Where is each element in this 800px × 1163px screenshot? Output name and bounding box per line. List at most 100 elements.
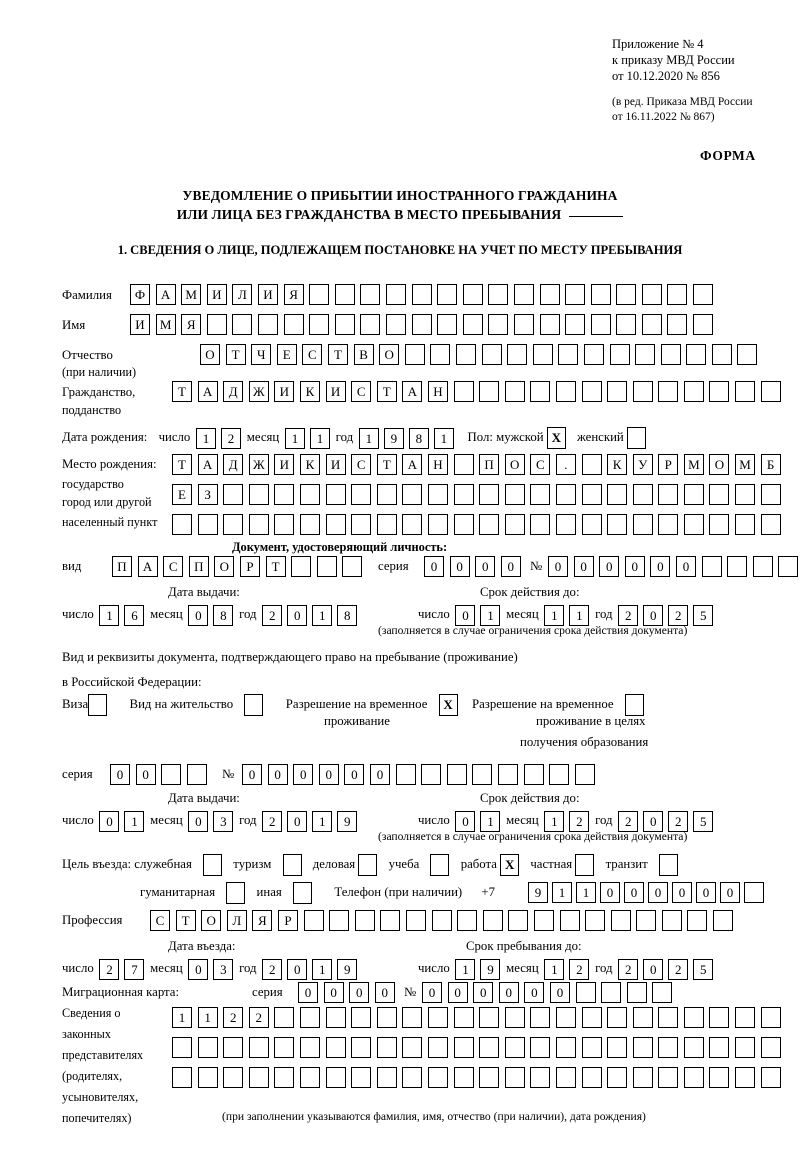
profession-cell[interactable] bbox=[457, 910, 478, 931]
name-cell[interactable]: Я bbox=[181, 314, 202, 335]
citizenship-cell[interactable]: Ж bbox=[248, 381, 269, 402]
doc-issue-day-2[interactable]: 6 bbox=[124, 604, 145, 626]
patronymic-cell[interactable]: О bbox=[200, 344, 220, 365]
patronymic-cell[interactable]: Ч bbox=[251, 344, 272, 365]
purpose-private-checkbox[interactable] bbox=[575, 854, 595, 877]
phone-cell[interactable]: 9 bbox=[528, 882, 548, 903]
legal-rep-3-cell[interactable] bbox=[735, 1067, 756, 1088]
legal-rep-2-cell[interactable] bbox=[172, 1037, 192, 1058]
legal-rep-3-cell[interactable] bbox=[376, 1067, 397, 1088]
birthplace-1-cell[interactable]: У bbox=[632, 454, 653, 475]
birthplace-3-cell[interactable] bbox=[479, 514, 500, 535]
migration-series-cell[interactable]: 0 bbox=[374, 982, 395, 1003]
surname-cell[interactable]: И bbox=[257, 284, 278, 305]
name-cell[interactable] bbox=[641, 314, 662, 335]
migration-number-cell[interactable]: 0 bbox=[447, 982, 468, 1003]
legal-rep-2-cell[interactable] bbox=[427, 1037, 448, 1058]
purpose-study-checkbox[interactable] bbox=[430, 854, 450, 877]
purpose-work-checkbox[interactable]: X bbox=[500, 854, 520, 877]
stay-issue-day-2[interactable]: 1 bbox=[124, 810, 145, 832]
birthplace-1-cell[interactable] bbox=[453, 454, 474, 475]
legal-rep-2-cell[interactable] bbox=[453, 1037, 474, 1058]
doc-type-cell[interactable]: Р bbox=[239, 556, 260, 577]
birthplace-1-cell[interactable]: . bbox=[555, 454, 576, 475]
citizenship-cell[interactable] bbox=[632, 381, 653, 402]
profession-cell[interactable] bbox=[687, 910, 708, 931]
purpose-official-checkbox[interactable] bbox=[203, 854, 223, 877]
surname-cell[interactable]: Л bbox=[232, 284, 253, 305]
birthplace-1-cell[interactable]: М bbox=[735, 454, 756, 475]
birthplace-3-cell[interactable] bbox=[607, 514, 628, 535]
surname-cell[interactable] bbox=[309, 284, 330, 305]
migration-number-cell[interactable] bbox=[652, 982, 673, 1003]
stay-number-cell[interactable] bbox=[446, 764, 467, 785]
birthplace-1-cell[interactable]: И bbox=[274, 454, 295, 475]
patronymic-cell[interactable] bbox=[635, 344, 656, 365]
citizenship-cell[interactable]: С bbox=[351, 381, 372, 402]
legal-rep-2-cell[interactable] bbox=[632, 1037, 653, 1058]
stay-valid-year-2[interactable]: 0 bbox=[643, 810, 664, 832]
doc-valid-month-1[interactable]: 1 bbox=[544, 604, 565, 626]
name-cell[interactable]: И bbox=[130, 314, 150, 335]
birthplace-3-cell[interactable] bbox=[504, 514, 525, 535]
citizenship-cell[interactable]: К bbox=[299, 381, 320, 402]
legal-rep-2-cell[interactable] bbox=[555, 1037, 576, 1058]
doc-type-cell[interactable]: Т bbox=[265, 556, 286, 577]
birthplace-2-cell[interactable] bbox=[427, 484, 448, 505]
stay-series-cell[interactable] bbox=[186, 764, 207, 785]
legal-rep-3-cell[interactable] bbox=[351, 1067, 372, 1088]
doc-valid-year-3[interactable]: 2 bbox=[668, 604, 689, 626]
doc-type-cell[interactable] bbox=[316, 556, 337, 577]
citizenship-cell[interactable] bbox=[530, 381, 551, 402]
citizenship-cell[interactable] bbox=[760, 381, 781, 402]
birthplace-2-cell[interactable] bbox=[658, 484, 679, 505]
name-cell[interactable] bbox=[539, 314, 560, 335]
stay-number-cell[interactable]: 0 bbox=[318, 764, 339, 785]
patronymic-cell[interactable] bbox=[481, 344, 502, 365]
birthplace-2-cell[interactable] bbox=[453, 484, 474, 505]
legal-rep-2-cell[interactable] bbox=[376, 1037, 397, 1058]
birth-day-1[interactable]: 1 bbox=[196, 427, 217, 449]
birthplace-2-cell[interactable] bbox=[530, 484, 551, 505]
birth-month-2[interactable]: 1 bbox=[309, 427, 330, 449]
citizenship-cell[interactable]: А bbox=[197, 381, 218, 402]
birthplace-2-cell[interactable] bbox=[760, 484, 781, 505]
name-cell[interactable] bbox=[334, 314, 355, 335]
birthplace-2-cell[interactable] bbox=[223, 484, 244, 505]
birthplace-2-cell[interactable]: Е bbox=[172, 484, 192, 505]
stay-number-cell[interactable]: 0 bbox=[344, 764, 365, 785]
entry-month-2[interactable]: 3 bbox=[213, 958, 234, 980]
profession-cell[interactable]: С bbox=[150, 910, 170, 931]
legal-rep-1-cell[interactable] bbox=[760, 1007, 781, 1028]
surname-cell[interactable] bbox=[693, 284, 714, 305]
legal-rep-3-cell[interactable] bbox=[658, 1067, 679, 1088]
birthplace-1-cell[interactable]: А bbox=[197, 454, 218, 475]
patronymic-cell[interactable]: В bbox=[353, 344, 374, 365]
doc-type-cell[interactable]: С bbox=[163, 556, 184, 577]
stay-issue-day-1[interactable]: 0 bbox=[99, 810, 120, 832]
doc-number-cell[interactable] bbox=[701, 556, 722, 577]
birthplace-1-cell[interactable]: Т bbox=[376, 454, 397, 475]
birthplace-2-cell[interactable] bbox=[555, 484, 576, 505]
migration-number-cell[interactable] bbox=[601, 982, 622, 1003]
doc-issue-month-1[interactable]: 0 bbox=[188, 604, 209, 626]
profession-cell[interactable] bbox=[405, 910, 426, 931]
sex-female-checkbox[interactable] bbox=[626, 427, 646, 450]
profession-cell[interactable] bbox=[559, 910, 580, 931]
birthplace-1-cell[interactable]: К bbox=[299, 454, 320, 475]
birthplace-3-cell[interactable] bbox=[709, 514, 730, 535]
citizenship-cell[interactable] bbox=[658, 381, 679, 402]
birthplace-3-cell[interactable] bbox=[248, 514, 269, 535]
legal-rep-1-cell[interactable] bbox=[376, 1007, 397, 1028]
doc-valid-day-1[interactable]: 0 bbox=[455, 604, 476, 626]
profession-cell[interactable] bbox=[354, 910, 375, 931]
birthplace-3-cell[interactable] bbox=[453, 514, 474, 535]
stay-series-cell[interactable] bbox=[161, 764, 182, 785]
surname-cell[interactable]: А bbox=[155, 284, 176, 305]
patronymic-cell[interactable] bbox=[737, 344, 758, 365]
legal-rep-3-cell[interactable] bbox=[248, 1067, 269, 1088]
